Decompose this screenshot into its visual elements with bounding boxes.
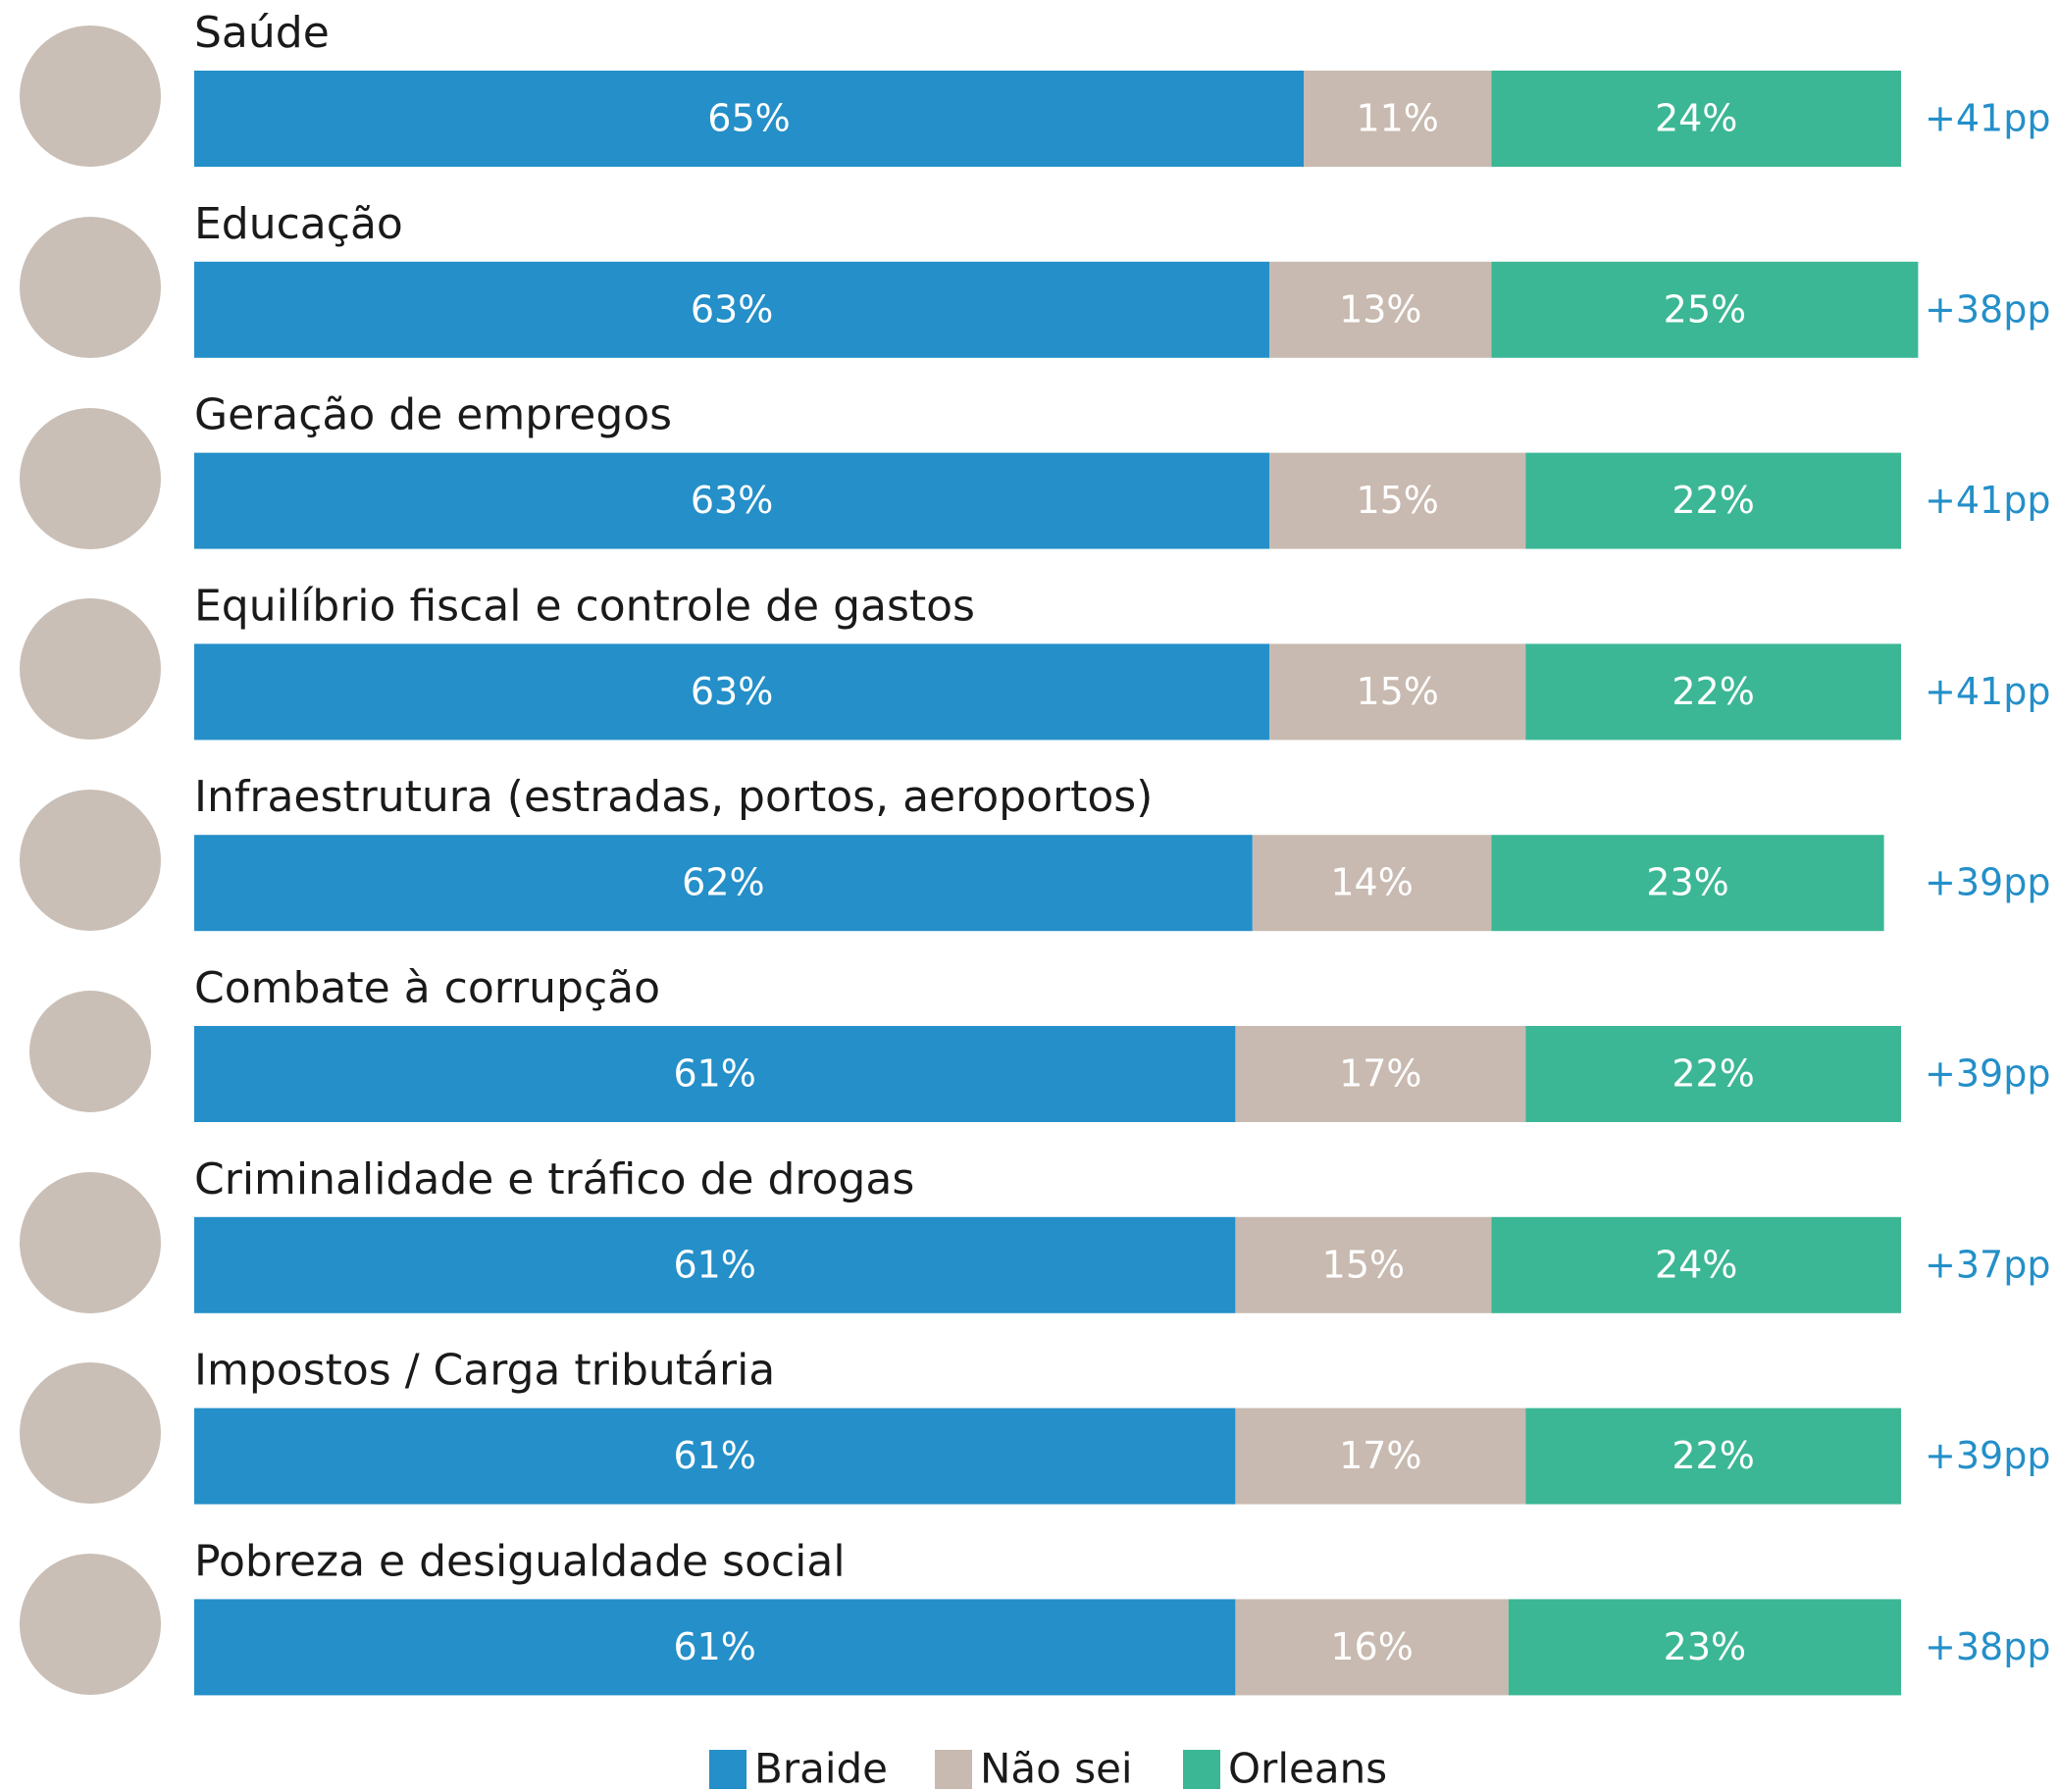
icon: [20, 217, 161, 358]
icon: [20, 1172, 161, 1313]
bar-segment: [194, 71, 1304, 167]
value-label: 15%: [1322, 1243, 1405, 1286]
bar-segment: [1491, 261, 1919, 358]
bar-segment: [1491, 71, 1901, 167]
icon: [20, 1554, 161, 1695]
difference-label: +38pp: [1925, 287, 2050, 331]
legend-label: Orleans: [1228, 1745, 1387, 1792]
difference-label: +37pp: [1925, 1243, 2050, 1286]
bar-segment: [1235, 1408, 1526, 1505]
category-label: Infraestrutura (estradas, portos, aeropo…: [194, 772, 1153, 822]
value-label: 24%: [1655, 1243, 1737, 1286]
value-label: 23%: [1664, 1625, 1746, 1668]
difference-label: +41pp: [1925, 97, 2050, 140]
difference-label: +39pp: [1925, 1052, 2050, 1096]
bar-segment: [194, 1216, 1236, 1313]
value-label: 63%: [691, 287, 773, 331]
icon: [20, 598, 161, 740]
value-label: 22%: [1672, 1434, 1754, 1477]
bar-segment: [1525, 643, 1901, 741]
bar-segment: [1525, 1026, 1901, 1122]
value-label: 25%: [1664, 287, 1746, 331]
value-label: 22%: [1672, 670, 1754, 713]
bar-segment: [194, 261, 1270, 358]
bar-segment: [194, 452, 1270, 549]
legend-swatch: [709, 1750, 746, 1789]
value-label: 61%: [673, 1243, 755, 1286]
value-label: 61%: [673, 1434, 755, 1477]
bar-segment: [1235, 1216, 1492, 1313]
bar-segment: [1491, 835, 1884, 932]
value-label: 22%: [1672, 1052, 1754, 1096]
category-label: Combate à corrupção: [194, 963, 660, 1013]
value-label: 14%: [1330, 861, 1413, 904]
value-label: 61%: [673, 1625, 755, 1668]
category-label: Educação: [194, 199, 403, 249]
value-label: 17%: [1339, 1052, 1421, 1096]
bar-segment: [1491, 1216, 1901, 1313]
legend-label: Braide: [754, 1745, 888, 1792]
bar-segment: [194, 1026, 1236, 1122]
value-label: 63%: [691, 670, 773, 713]
icon: [20, 1362, 161, 1504]
value-label: 24%: [1655, 97, 1737, 140]
icon: [20, 408, 161, 549]
bar-segment: [1269, 452, 1526, 549]
bar-segment: [194, 643, 1270, 741]
category-label: Equilíbrio fiscal e controle de gastos: [194, 581, 975, 631]
bar-segment: [194, 1408, 1236, 1505]
value-label: 15%: [1356, 479, 1438, 522]
bar-segment: [1269, 643, 1526, 741]
bar-segment: [1525, 452, 1901, 549]
bar-segment: [1508, 1599, 1901, 1696]
icons: [20, 26, 161, 1695]
category-label: Pobreza e desigualdade social: [194, 1536, 846, 1586]
difference-label: +39pp: [1925, 861, 2050, 904]
value-label: 11%: [1356, 97, 1438, 140]
bar-segment: [1235, 1599, 1509, 1696]
category-label: Saúde: [194, 8, 330, 58]
difference-label: +39pp: [1925, 1434, 2050, 1477]
difference-label: +41pp: [1925, 670, 2050, 713]
value-label: 23%: [1646, 861, 1728, 904]
value-label: 65%: [707, 97, 790, 140]
value-label: 63%: [691, 479, 773, 522]
bar-segment: [194, 835, 1253, 932]
category-label: Criminalidade e tráfico de drogas: [194, 1154, 914, 1204]
value-label: 62%: [682, 861, 764, 904]
icon: [29, 991, 151, 1112]
difference-label: +41pp: [1925, 479, 2050, 522]
value-label: 61%: [673, 1052, 755, 1096]
value-label: 16%: [1330, 1625, 1413, 1668]
bar-segment: [1304, 71, 1492, 167]
category-label: Geração de empregos: [194, 390, 672, 440]
legend-swatch: [1183, 1750, 1220, 1789]
icon: [20, 26, 161, 167]
bar-segment: [1252, 835, 1492, 932]
value-label: 22%: [1672, 479, 1754, 522]
difference-label: +38pp: [1925, 1625, 2050, 1668]
bar-segment: [1235, 1026, 1526, 1122]
category-label: Impostos / Carga tributária: [194, 1346, 775, 1396]
icon: [20, 790, 161, 931]
bar-segment: [1269, 261, 1492, 358]
legend-swatch: [935, 1750, 972, 1789]
value-label: 17%: [1339, 1434, 1421, 1477]
value-label: 15%: [1356, 670, 1438, 713]
bar-segment: [1525, 1408, 1901, 1505]
bar-segment: [194, 1599, 1236, 1696]
value-label: 13%: [1339, 287, 1421, 331]
legend-label: Não sei: [980, 1745, 1133, 1792]
